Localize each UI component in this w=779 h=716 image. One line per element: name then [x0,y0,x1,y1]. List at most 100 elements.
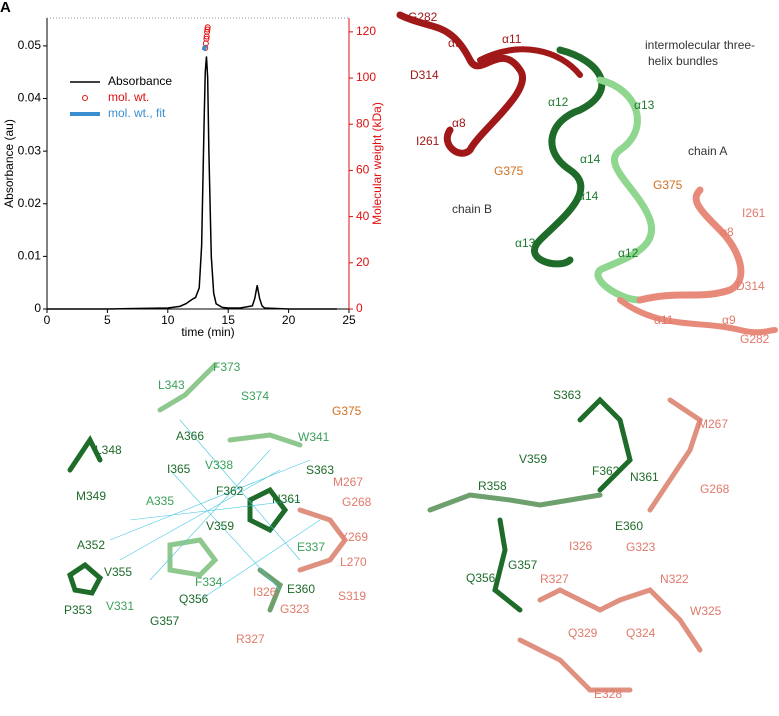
residue-label: Q324 [626,626,656,640]
residue-label: G268 [700,482,730,496]
residue-label: S363 [553,388,581,402]
residue-label: α8 [720,225,734,239]
y-axis-label: Absorbance (au) [2,119,16,208]
residue-label: R358 [478,479,507,493]
residue-label: A335 [146,494,174,508]
residue-label: G268 [342,495,372,509]
y-tick-label: 0.03 [18,143,42,157]
residue-label: V338 [205,458,233,472]
residue-label: M267 [698,417,728,431]
panel-label: A [0,0,11,16]
residue-label: G375 [653,178,683,192]
data-line [47,56,337,310]
residue-label: α14 [578,189,599,203]
x-tick-label: 15 [222,313,236,327]
x-tick-label: 20 [282,313,296,327]
residue-label: helix bundles [648,54,718,68]
residue-label: α8 [452,116,466,130]
y-tick-label: 0.04 [18,91,42,105]
fit-line [201,45,208,52]
residue-label: E360 [615,519,643,533]
legend-label: mol. wt. [108,90,149,104]
residue-label: G375 [494,164,524,178]
residue-label: G282 [408,10,438,24]
residue-label: α13 [515,236,536,250]
residue-label: L270 [340,555,367,569]
residue-label: D314 [410,68,439,82]
y2-tick-label: 80 [356,116,370,130]
legend-marker [82,95,88,101]
residue-label: N361 [272,492,301,506]
residue-label: I261 [742,206,766,220]
y2-axis-label: Molecular weight (kDa) [370,102,384,225]
x-tick-label: 0 [44,313,51,327]
x-tick-label: 25 [342,313,356,327]
residue-label: M267 [333,475,363,489]
residue-label: G357 [508,558,538,572]
y2-tick-label: 20 [356,255,370,269]
residue-label: G323 [626,540,656,554]
residue-label: G357 [150,614,180,628]
residue-label: V359 [519,452,547,466]
residue-label: L343 [158,378,185,392]
y-tick-label: 0.05 [18,38,42,52]
residue-label: α11 [654,313,674,327]
residue-label: I326 [253,585,277,599]
y-tick-label: 0.02 [18,196,42,210]
ribbon-art [396,11,778,336]
legend-label: Absorbance [108,74,172,88]
residue-label: A352 [77,538,105,552]
residue-label: E337 [297,540,325,554]
y2-tick-label: 40 [356,209,370,223]
residue-label: G323 [280,602,310,616]
residue-label: G375 [332,404,362,418]
residue-label: α9 [722,313,736,327]
residue-label: R327 [236,632,265,646]
x-tick-label: 5 [104,313,111,327]
residue-label: D314 [736,279,765,293]
x-tick-label: 10 [161,313,175,327]
residue-label: Y269 [340,530,368,544]
residue-label: α9 [448,36,462,50]
residue-label: α14 [580,152,601,166]
mol-wt-point [204,24,211,31]
residue-label: F334 [195,575,223,589]
residue-label: α13 [634,98,655,112]
residue-label: M349 [76,489,106,503]
residue-label: G282 [740,332,770,346]
residue-label: chain A [688,144,727,158]
y2-tick-label: 60 [356,163,370,177]
residue-label: intermolecular three- [645,38,755,52]
residue-label: L348 [95,443,122,457]
y-tick-label: 0.01 [18,249,42,263]
residue-label: E328 [594,687,622,701]
residue-label: Q356 [179,592,209,606]
residue-label: Q329 [568,626,598,640]
residue-label: I365 [167,462,191,476]
residue-label: E360 [287,582,315,596]
residue-label: V331 [106,599,134,613]
residue-label: α12 [548,95,569,109]
residue-label: α12 [618,246,639,260]
contact-lines [109,419,321,601]
mol-wt-point [203,35,210,42]
residue-label: Q356 [466,571,496,585]
residue-label: F362 [592,464,620,478]
residue-label: A366 [176,429,204,443]
residue-label: chain B [452,202,492,216]
residue-label: P353 [64,603,92,617]
residue-label: I326 [569,539,593,553]
residue-label: W325 [690,604,722,618]
residue-label: I261 [416,134,440,148]
residue-label: W341 [298,430,330,444]
residue-label: F362 [216,484,244,498]
x-axis-label: time (min) [181,325,234,339]
legend-label: mol. wt., fit [108,106,166,120]
residue-label: S374 [241,389,269,403]
residue-label: S319 [338,589,366,603]
residue-label: V355 [104,565,132,579]
residue-label: N361 [630,470,659,484]
residue-label: N322 [660,572,689,586]
